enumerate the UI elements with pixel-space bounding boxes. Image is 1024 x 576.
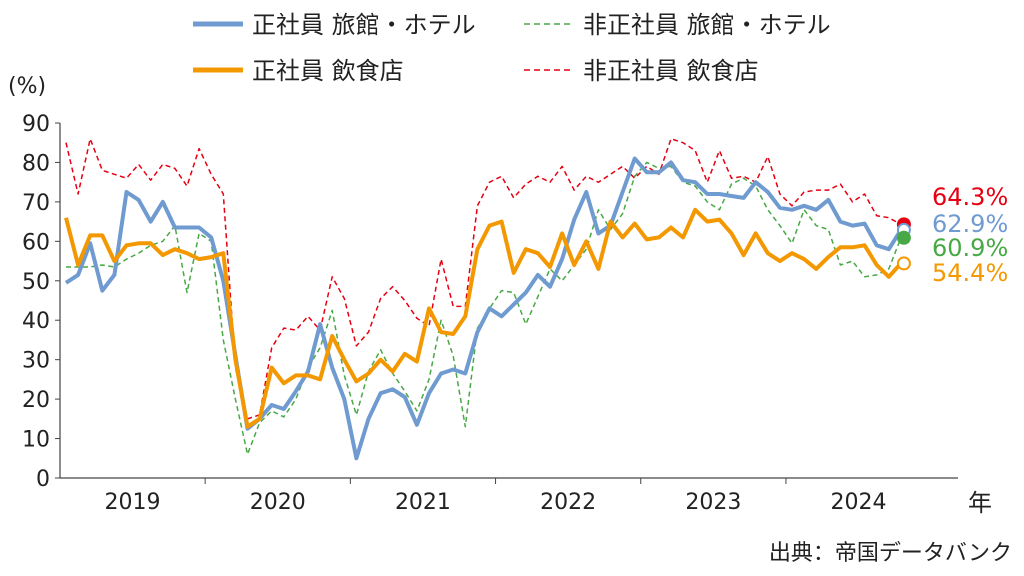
x-tick-label: 2020 xyxy=(250,490,306,515)
y-tick-label: 60 xyxy=(22,230,50,255)
end-value-label: 54.4% xyxy=(932,259,1008,287)
y-tick-label: 90 xyxy=(22,112,50,137)
y-tick-label: 80 xyxy=(22,151,50,176)
legend-label-regular-hotel: 正社員 旅館・ホテル xyxy=(252,11,476,39)
legend-label-regular-restaurant: 正社員 飲食店 xyxy=(252,57,404,85)
series-line xyxy=(64,207,903,429)
y-unit-label: (%) xyxy=(8,74,46,99)
y-tick-label: 40 xyxy=(22,309,50,334)
end-labels: 64.3%62.9%60.9%54.4% xyxy=(932,183,1008,287)
legend-label-nonregular-hotel: 非正社員 旅館・ホテル xyxy=(583,11,831,39)
end-value-label: 64.3% xyxy=(932,183,1008,211)
legend-item-nonregular-hotel: 非正社員 旅館・ホテル xyxy=(524,11,831,39)
x-tick-label: 2021 xyxy=(395,490,451,515)
y-tick-label: 70 xyxy=(22,191,50,216)
series-line xyxy=(65,138,902,420)
legend-item-nonregular-restaurant: 非正社員 飲食店 xyxy=(524,57,759,85)
plot-area xyxy=(64,138,903,461)
legend-label-nonregular-restaurant: 非正社員 飲食店 xyxy=(583,57,759,85)
y-tick-label: 0 xyxy=(36,467,50,492)
source-note: 出典：帝国データバンク xyxy=(769,541,1012,566)
end-marker xyxy=(896,256,911,271)
x-axis: 2019 2020 2021 2022 2023 2024 xyxy=(60,477,958,515)
end-marker xyxy=(896,230,911,245)
legend-item-regular-hotel: 正社員 旅館・ホテル xyxy=(193,11,476,39)
x-tick-label: 2024 xyxy=(831,490,887,515)
series-line xyxy=(66,161,902,456)
y-tick-label: 30 xyxy=(22,349,50,374)
x-tick-label: 2022 xyxy=(540,490,596,515)
x-tick-label: 2023 xyxy=(685,490,741,515)
x-tick-label: 2019 xyxy=(105,490,161,515)
x-unit-label: 年 xyxy=(968,489,992,517)
end-value-label: 60.9% xyxy=(932,234,1008,262)
end-markers xyxy=(896,217,911,271)
legend-item-regular-restaurant: 正社員 飲食店 xyxy=(193,57,404,85)
y-tick-label: 20 xyxy=(22,388,50,413)
series-line xyxy=(64,156,903,461)
y-tick-label: 10 xyxy=(22,428,50,453)
end-value-label: 62.9% xyxy=(932,210,1008,238)
legend: 正社員 旅館・ホテル 非正社員 旅館・ホテル 正社員 飲食店 非正社員 飲食店 xyxy=(193,11,831,85)
y-axis: 0 10 20 30 40 50 60 70 80 90 xyxy=(22,112,61,492)
y-tick-label: 50 xyxy=(22,270,50,295)
